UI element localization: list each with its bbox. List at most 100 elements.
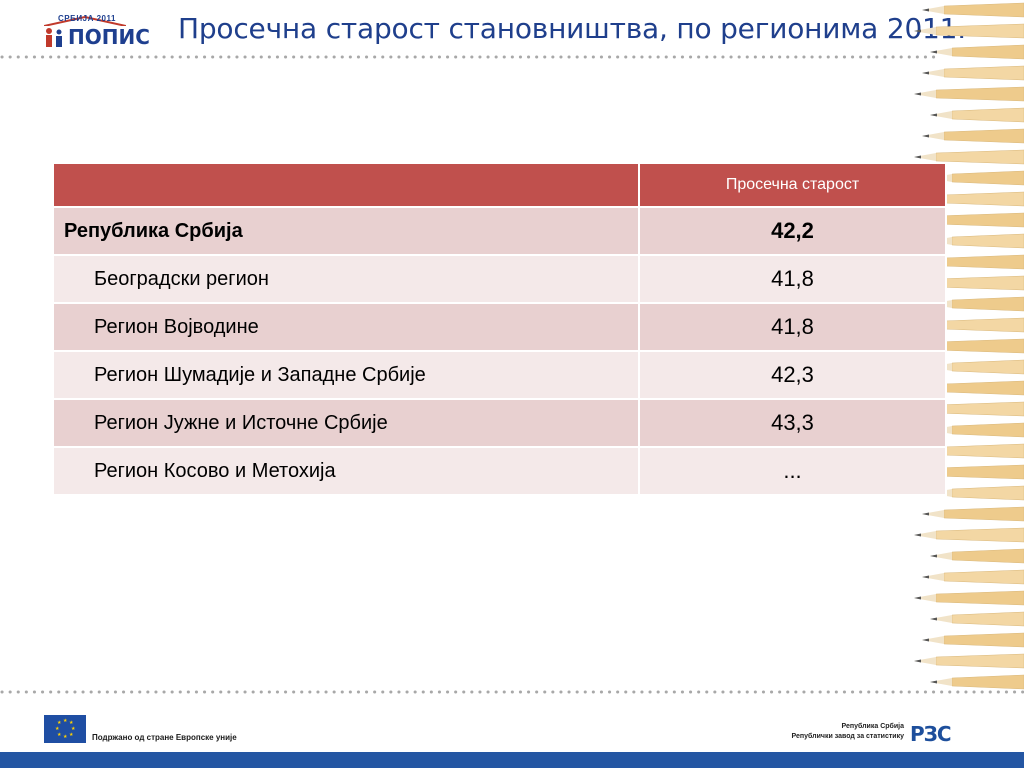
row-name: Регион Шумадије и Западне Србије [52,350,640,400]
pencil-body [935,464,1024,480]
svg-text:★: ★ [69,732,74,738]
pencil-tip [930,678,952,686]
pencil-body [951,233,1024,249]
pencil-body [935,212,1024,228]
pencil-body [935,149,1024,165]
pencil-body [951,170,1024,186]
svg-text:★: ★ [55,726,60,732]
dotted-divider-bottom [0,690,1024,694]
pencil-lead [914,155,921,159]
pencil-body [943,191,1024,207]
pencil-body [943,2,1024,18]
footer-bar [0,752,1024,768]
pencil-tip [914,531,936,539]
age-table: Просечна старост Република Србија 42,2 Б… [52,162,947,496]
census-logo: СРБИЈА 2011 ПОПИС [38,14,150,49]
rzs-line1: Република Србија [841,723,904,730]
pencil-body [951,422,1024,438]
pencil-tip [922,69,944,77]
table-row: Београдски регион 41,8 [52,254,947,304]
pencil-tip [930,615,952,623]
pencil-body [951,296,1024,312]
pencil-tip [922,573,944,581]
table-row: Регион Косово и Метохија ... [52,446,947,496]
row-value: 42,3 [638,350,947,400]
pencil-tip [922,636,944,644]
page-title: Просечна старост становништва, по регион… [178,12,966,45]
logo-word: ПОПИС [68,25,150,49]
table-row: Регион Шумадије и Западне Србије 42,3 [52,350,947,400]
pencil-body [943,65,1024,81]
pencil-tip [914,27,936,35]
pencil-lead [914,29,921,33]
pencil-body [951,359,1024,375]
pencil-body [935,86,1024,102]
svg-text:★: ★ [63,718,68,724]
svg-text:★: ★ [57,732,62,738]
pencil-lead [930,554,937,558]
row-name: Регион Јужне и Источне Србије [52,398,640,448]
row-name: Република Србија [52,206,640,256]
pencil-body [935,590,1024,606]
pencil-lead [922,8,929,12]
people-icon [46,28,62,47]
pencil-lead [914,659,921,663]
pencil-lead [922,512,929,516]
row-value: 41,8 [638,302,947,352]
pencil-body [951,107,1024,123]
eu-flag-icon: ★ ★ ★ ★ ★ ★ ★ ★ [44,715,86,743]
table-row: Регион Јужне и Источне Србије 43,3 [52,398,947,448]
table-row: Република Србија 42,2 [52,206,947,256]
header-name-cell [52,162,640,208]
pencil-lead [914,533,921,537]
table-row: Регион Војводине 41,8 [52,302,947,352]
pencil-body [951,611,1024,627]
table-header-row: Просечна старост [52,162,947,208]
pencil-tip [922,6,944,14]
pencil-lead [922,71,929,75]
pencil-body [943,317,1024,333]
svg-text:★: ★ [57,720,62,726]
row-value: 43,3 [638,398,947,448]
row-name: Београдски регион [52,254,640,304]
pencil-lead [930,680,937,684]
pencil-lead [930,113,937,117]
pencil-lead [930,617,937,621]
pencil-lead [922,638,929,642]
pencil-tip [914,90,936,98]
rzs-line2: Републички завод за статистику [791,733,904,740]
pencil-tip [930,48,952,56]
svg-text:★: ★ [63,734,68,740]
pencil-body [935,338,1024,354]
header-value-cell: Просечна старост [638,162,947,208]
row-name: Регион Косово и Метохија [52,446,640,496]
roof-icon [44,16,126,26]
eu-support-text: Подржано од стране Европске уније [92,733,237,742]
pencil-lead [914,596,921,600]
logo-top-text: СРБИЈА 2011 [58,14,116,23]
pencil-tip [914,594,936,602]
pencils-decoration [914,2,1024,690]
pencil-lead [930,50,937,54]
pencil-body [951,44,1024,60]
pencil-body [943,128,1024,144]
pencil-body [951,548,1024,564]
pencil-tip [914,657,936,665]
pencil-body [943,254,1024,270]
pencil-body [943,569,1024,585]
row-value: 41,8 [638,254,947,304]
pencil-body [943,506,1024,522]
pencil-body [943,632,1024,648]
row-value: ... [638,446,947,496]
pencil-tip [930,111,952,119]
rzs-logo: РЗС [910,722,952,746]
svg-text:★: ★ [71,726,76,732]
pencil-lead [922,575,929,579]
dotted-divider-top [0,55,940,59]
pencil-body [935,527,1024,543]
pencil-body [943,380,1024,396]
svg-text:★: ★ [69,720,74,726]
row-name: Регион Војводине [52,302,640,352]
pencil-lead [914,92,921,96]
pencil-body [935,653,1024,669]
